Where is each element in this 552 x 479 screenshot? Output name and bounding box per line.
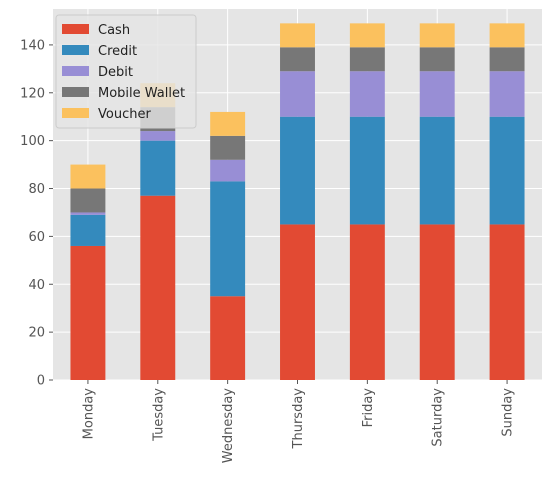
bar-segment-cash [210,296,246,380]
bar-segment-voucher [419,23,455,48]
y-tick-label: 40 [28,278,45,293]
legend-swatch [62,45,89,55]
legend-swatch [62,108,89,118]
x-tick-label: Saturday [431,388,446,447]
x-tick-label: Tuesday [151,388,166,442]
bar-segment-cash [489,224,525,380]
bar-segment-cash [70,245,106,380]
bar-segment-debit [349,71,385,117]
legend-label: Voucher [98,107,151,122]
y-tick-label: 100 [20,134,45,149]
bar-segment-credit [140,140,176,196]
bar-segment-debit [140,131,176,141]
y-axis: 0 20 40 60 80 100 120 140 [20,38,53,389]
legend-label: Cash [98,23,130,38]
y-tick-label: 0 [37,374,45,389]
bar-segment-cash [280,224,315,380]
bar-segment-voucher [280,23,315,48]
legend-label: Debit [98,65,133,80]
bar-segment-voucher [70,164,106,189]
x-tick-label: Thursday [291,388,306,450]
y-tick-label: 60 [28,230,45,245]
bar-segment-credit [489,116,525,225]
y-tick-label: 80 [28,182,45,197]
bar-segment-voucher [349,23,385,48]
x-tick-label: Friday [361,388,376,428]
legend-swatch [62,66,89,76]
x-tick-label: Monday [81,388,96,440]
bar-segment-credit [419,116,455,225]
legend-label: Mobile Wallet [98,86,185,101]
legend-label: Credit [98,44,137,59]
bar-segment-debit [210,159,246,182]
bars [70,23,525,380]
x-tick-label: Wednesday [221,388,236,464]
bar-segment-credit [210,181,246,297]
bar-segment-debit [489,71,525,117]
bar-segment-voucher [210,111,246,136]
bar-segment-mobile-wallet [280,47,315,72]
bar-segment-cash [349,224,385,380]
y-tick-label: 120 [20,86,45,101]
bar-segment-debit [280,71,315,117]
bar-segment-credit [70,214,106,246]
x-tick-label: Sunday [501,388,516,437]
bar-segment-mobile-wallet [210,135,246,160]
bar-segment-voucher [489,23,525,48]
bar-segment-mobile-wallet [419,47,455,72]
y-tick-label: 20 [28,326,45,341]
bar-segment-mobile-wallet [489,47,525,72]
bar-segment-debit [70,212,106,215]
bar-segment-credit [349,116,385,225]
bar-segment-mobile-wallet [70,188,106,213]
legend: Cash Credit Debit Mobile Wallet Voucher [55,14,197,129]
legend-swatch [62,87,89,97]
bar-segment-credit [280,116,315,225]
y-tick-label: 140 [20,38,45,53]
legend-swatch [62,24,89,34]
legend-box [55,14,197,129]
x-axis: Monday Tuesday Wednesday Thursday Friday Satu… [81,380,516,464]
bar-segment-cash [140,195,176,380]
bar-segment-debit [419,71,455,117]
bar-segment-cash [419,224,455,380]
bar-segment-mobile-wallet [349,47,385,72]
